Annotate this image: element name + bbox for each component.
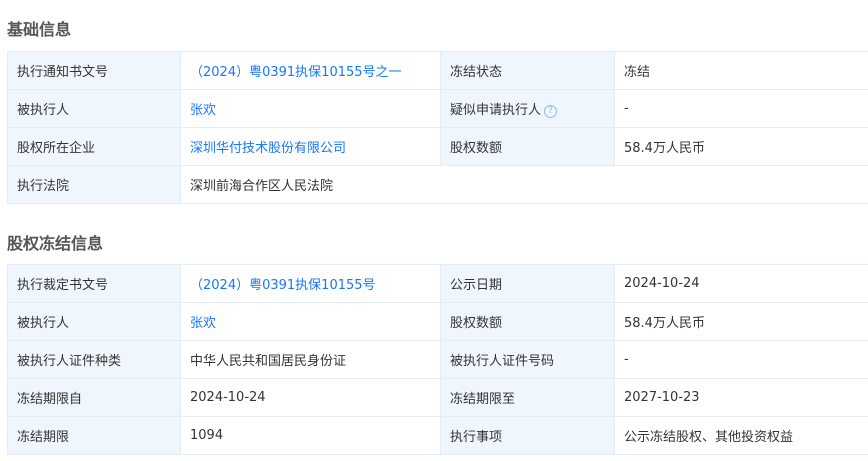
section-title-freeze-info: 股权冻结信息: [7, 234, 104, 253]
table-row: 被执行人 张欢 股权数额 58.4万人民币: [7, 302, 868, 341]
freeze-end-value: 2027-10-23: [614, 378, 868, 417]
table-row: 被执行人 张欢 疑似申请执行人? -: [7, 89, 868, 128]
executed-person-link[interactable]: 张欢: [180, 89, 441, 128]
equity-amount-value: 58.4万人民币: [614, 302, 868, 341]
table-row: 执行裁定书文号 （2024）粤0391执保10155号 公示日期 2024-10…: [7, 264, 868, 303]
ruling-number-link[interactable]: （2024）粤0391执保10155号: [180, 264, 441, 303]
publish-date-value: 2024-10-24: [614, 264, 868, 303]
label-executed-person: 被执行人: [7, 89, 181, 128]
label-court: 执行法院: [7, 165, 181, 204]
suspected-applicant-value: -: [614, 89, 868, 128]
id-type-value: 中华人民共和国居民身份证: [180, 340, 441, 379]
label-execution-matter: 执行事项: [440, 416, 615, 455]
label-company: 股权所在企业: [7, 127, 181, 166]
label-equity-amount: 股权数额: [440, 302, 615, 341]
table-row: 冻结期限 1094 执行事项 公示冻结股权、其他投资权益: [7, 416, 868, 455]
label-id-type: 被执行人证件种类: [7, 340, 181, 379]
suspected-applicant-label-text: 疑似申请执行人: [450, 103, 542, 118]
company-link[interactable]: 深圳华付技术股份有限公司: [180, 127, 441, 166]
label-freeze-start: 冻结期限自: [7, 378, 181, 417]
label-freeze-term: 冻结期限: [7, 416, 181, 455]
label-suspected-applicant: 疑似申请执行人?: [440, 89, 615, 128]
label-executed-person: 被执行人: [7, 302, 181, 341]
table-row: 冻结期限自 2024-10-24 冻结期限至 2027-10-23: [7, 378, 868, 417]
notice-number-link[interactable]: （2024）粤0391执保10155号之一: [180, 51, 441, 90]
id-number-value: -: [614, 340, 868, 379]
label-id-number: 被执行人证件号码: [440, 340, 615, 379]
basic-info-table: 执行通知书文号 （2024）粤0391执保10155号之一 冻结状态 冻结 被执…: [7, 51, 868, 204]
freeze-start-value: 2024-10-24: [180, 378, 441, 417]
freeze-info-table: 执行裁定书文号 （2024）粤0391执保10155号 公示日期 2024-10…: [7, 264, 868, 455]
court-value: 深圳前海合作区人民法院: [180, 165, 868, 204]
question-circle-icon[interactable]: ?: [544, 105, 558, 118]
label-freeze-status: 冻结状态: [440, 51, 615, 90]
table-row: 被执行人证件种类 中华人民共和国居民身份证 被执行人证件号码 -: [7, 340, 868, 379]
table-row: 执行法院 深圳前海合作区人民法院: [7, 165, 868, 204]
label-ruling-number: 执行裁定书文号: [7, 264, 181, 303]
freeze-status-value: 冻结: [614, 51, 868, 90]
table-row: 执行通知书文号 （2024）粤0391执保10155号之一 冻结状态 冻结: [7, 51, 868, 90]
section-title-basic-info: 基础信息: [7, 20, 72, 39]
label-freeze-end: 冻结期限至: [440, 378, 615, 417]
executed-person-link[interactable]: 张欢: [180, 302, 441, 341]
table-row: 股权所在企业 深圳华付技术股份有限公司 股权数额 58.4万人民币: [7, 127, 868, 166]
equity-amount-value: 58.4万人民币: [614, 127, 868, 166]
execution-matter-value: 公示冻结股权、其他投资权益: [614, 416, 868, 455]
label-publish-date: 公示日期: [440, 264, 615, 303]
label-notice-number: 执行通知书文号: [7, 51, 181, 90]
label-equity-amount: 股权数额: [440, 127, 615, 166]
freeze-term-value: 1094: [180, 416, 441, 455]
